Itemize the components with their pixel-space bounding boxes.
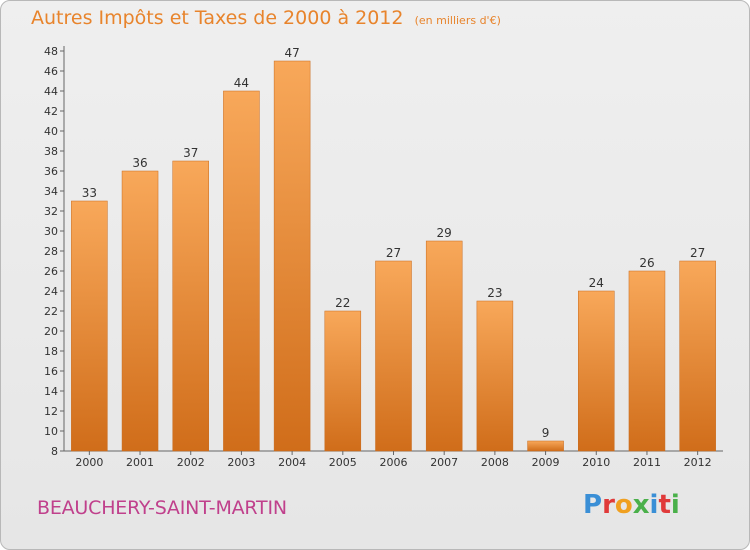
title-row: Autres Impôts et Taxes de 2000 à 2012 (e… [31, 7, 501, 29]
bar-value-label: 24 [589, 276, 604, 290]
bar-2009 [527, 440, 564, 452]
y-axis-ticks: 8 10 12 14 16 18 20 22 24 26 28 30 32 34 36 38 40 42 44 46 4… [44, 45, 64, 458]
y-tick-label: 18 [44, 345, 58, 358]
proxiti-logo[interactable]: Proxiti [583, 490, 680, 520]
y-tick-label: 36 [44, 165, 58, 178]
y-tick-label: 16 [44, 365, 58, 378]
x-tick-label: 2005 [329, 456, 357, 469]
x-tick-label: 2006 [380, 456, 408, 469]
bar-value-label: 27 [690, 246, 705, 260]
bar-value-label: 44 [234, 76, 249, 90]
bar-2004 [273, 60, 311, 452]
x-tick-label: 2002 [177, 456, 205, 469]
y-tick-label: 34 [44, 185, 58, 198]
logo-letter: P [583, 490, 603, 520]
y-tick-label: 46 [44, 65, 58, 78]
chart-subtitle: (en milliers d'€) [414, 14, 501, 27]
bar-value-label: 29 [437, 226, 452, 240]
y-tick-label: 32 [44, 205, 58, 218]
logo-letter: i [670, 490, 680, 520]
y-tick-label: 12 [44, 405, 58, 418]
bar-value-label: 27 [386, 246, 401, 260]
bar-value-label: 37 [183, 146, 198, 160]
x-tick-label: 2003 [227, 456, 255, 469]
x-tick-label: 2008 [481, 456, 509, 469]
bar-value-label: 47 [284, 46, 299, 60]
x-tick-label: 2012 [684, 456, 712, 469]
logo-letter: x [632, 490, 650, 520]
y-tick-label: 20 [44, 325, 58, 338]
y-tick-label: 40 [44, 125, 58, 138]
x-tick-label: 2004 [278, 456, 306, 469]
bar-2001 [121, 170, 159, 452]
location-label: BEAUCHERY-SAINT-MARTIN [37, 497, 287, 519]
logo-letter: o [614, 490, 633, 520]
y-tick-label: 44 [44, 85, 58, 98]
y-tick-label: 14 [44, 385, 58, 398]
x-tick-label: 2011 [633, 456, 661, 469]
logo-letter: t [658, 490, 671, 520]
y-tick-label: 30 [44, 225, 58, 238]
y-tick-label: 38 [44, 145, 58, 158]
bar-2003 [223, 90, 260, 452]
bar-value-label: 33 [82, 186, 97, 200]
bar-2007 [425, 240, 463, 452]
logo-letter: r [602, 490, 615, 520]
y-tick-label: 48 [44, 45, 58, 58]
chart-title: Autres Impôts et Taxes de 2000 à 2012 [31, 7, 404, 29]
y-tick-label: 26 [44, 265, 58, 278]
bar-2006 [375, 260, 412, 452]
x-tick-label: 2001 [126, 456, 154, 469]
bar-2012 [679, 260, 716, 452]
y-tick-label: 24 [44, 285, 58, 298]
bar-2010 [578, 290, 615, 452]
x-tick-label: 2000 [75, 456, 103, 469]
bar-value-label: 9 [542, 426, 550, 440]
bar-2008 [476, 300, 514, 452]
y-tick-label: 22 [44, 305, 58, 318]
bar-value-label: 23 [487, 286, 502, 300]
bar-2005 [324, 310, 362, 452]
y-tick-label: 42 [44, 105, 58, 118]
bar-value-label: 36 [132, 156, 147, 170]
bar-2011 [628, 270, 666, 452]
x-axis-ticks: 2000 2001 2002 2003 2004 2005 2006 2007 2008 2009… [75, 451, 712, 469]
bar-2002 [172, 160, 209, 452]
y-tick-label: 10 [44, 425, 58, 438]
bar-value-label: 26 [639, 256, 654, 270]
y-tick-label: 28 [44, 245, 58, 258]
bar-value-label: 22 [335, 296, 350, 310]
logo-letter: i [649, 490, 659, 520]
y-tick-label: 8 [51, 445, 58, 458]
x-tick-label: 2007 [430, 456, 458, 469]
x-tick-label: 2010 [582, 456, 610, 469]
bars: 33 36 37 44 47 22 27 29 23 9 24 26 27 [71, 46, 716, 452]
bar-2000 [71, 200, 108, 452]
x-tick-label: 2009 [532, 456, 560, 469]
